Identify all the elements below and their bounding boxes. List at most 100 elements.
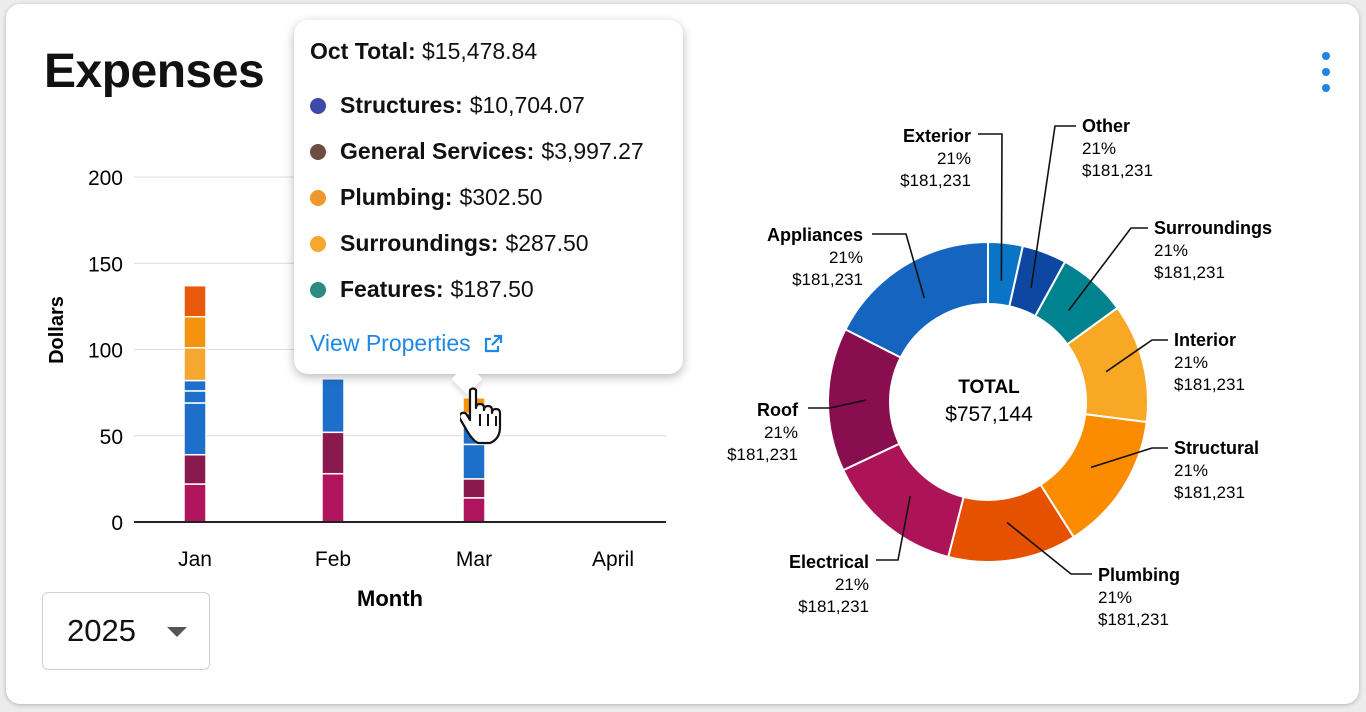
tooltip-heading: Oct Total: $15,478.84 (310, 38, 537, 65)
bar-segment (183, 390, 207, 404)
y-tick-label: 100 (88, 340, 123, 363)
y-tick-label: 150 (88, 253, 123, 276)
bar-segment (183, 483, 207, 523)
donut-slice-label: Exterior (903, 126, 971, 146)
donut-slice-value: $181,231 (1082, 161, 1153, 180)
donut-leader-line (1068, 227, 1148, 311)
bar-segment (183, 453, 207, 485)
tooltip-heading-value: $15,478.84 (422, 38, 538, 64)
bar-segment (183, 402, 207, 456)
tooltip-row-label: Surroundings: (340, 230, 499, 256)
hand-cursor-icon (460, 387, 502, 445)
donut-slice-value: $181,231 (792, 270, 863, 289)
kebab-dot (1322, 52, 1330, 60)
bar-segment (321, 472, 345, 523)
view-properties-label: View Properties (310, 330, 471, 356)
donut-slice-percent: 21% (835, 575, 869, 594)
donut-chart (827, 240, 1150, 563)
bar-segment (183, 315, 207, 349)
donut-center-value: $757,144 (945, 403, 1033, 426)
tooltip-row-label: General Services: (340, 138, 535, 164)
bar-segment (462, 497, 486, 523)
legend-dot (310, 281, 326, 298)
more-options-icon[interactable] (1314, 52, 1338, 92)
donut-center-label: TOTAL (958, 377, 1020, 398)
donut-labels: Exterior 21% $181,231 Other 21% $181,231 Surro… (727, 116, 1272, 629)
tooltip-row-value: $302.50 (459, 184, 543, 210)
bar-segment (183, 347, 207, 382)
donut-slice-label: Roof (757, 400, 799, 420)
bar-segment (462, 478, 486, 499)
tooltip-row-value: $287.50 (505, 230, 589, 256)
y-tick-label: 50 (100, 426, 123, 449)
month-tooltip: Oct Total: $15,478.84 Structures: $10,70… (294, 20, 683, 395)
bar-chart-stacks (183, 284, 486, 523)
bar-chart-axis: 0 50 100 150 200 Jan Feb Mar April (88, 167, 666, 571)
donut-slice-label: Plumbing (1098, 565, 1180, 585)
chevron-down-icon (167, 627, 187, 637)
y-axis-label: Dollars (46, 296, 68, 364)
donut-leader-line (872, 233, 926, 299)
y-tick-label: 0 (111, 512, 123, 535)
legend-dot (310, 143, 326, 160)
external-link-icon (484, 334, 502, 352)
donut-leader-line (1105, 339, 1168, 373)
bar-segment (183, 379, 207, 392)
donut-slice-label: Appliances (767, 225, 863, 245)
donut-slice-percent: 21% (1082, 139, 1116, 158)
tooltip-heading-label: Oct Total: (310, 38, 416, 64)
tooltip-row-label: Features: (340, 276, 444, 302)
kebab-dot (1322, 84, 1330, 92)
donut-slice-label: Surroundings (1154, 218, 1272, 238)
tooltip-row-value: $187.50 (450, 276, 534, 302)
tooltip-row-label: Structures: (340, 92, 463, 118)
kebab-dot (1322, 68, 1330, 76)
tooltip-row: Features: $187.50 (310, 276, 534, 303)
view-properties-link[interactable]: View Properties (310, 330, 503, 357)
donut-slice-percent: 21% (937, 149, 971, 168)
donut-slice-percent: 21% (1174, 353, 1208, 372)
donut-slice-percent: 21% (1098, 588, 1132, 607)
y-tick-label: 200 (88, 167, 123, 190)
bar-segment (183, 284, 207, 318)
x-axis-label: Month (357, 586, 423, 611)
tooltip-row-value: $10,704.07 (469, 92, 585, 118)
tooltip-row: Structures: $10,704.07 (310, 92, 585, 119)
donut-slice-value: $181,231 (1098, 610, 1169, 629)
donut-leader-line (1090, 447, 1168, 469)
donut-slice-value: $181,231 (1174, 483, 1245, 502)
donut-slice-value: $181,231 (1174, 375, 1245, 394)
donut-slice-value: $181,231 (798, 597, 869, 616)
donut-slice-label: Interior (1174, 330, 1236, 350)
tooltip-row: Plumbing: $302.50 (310, 184, 543, 211)
donut-slice-label: Other (1082, 116, 1130, 136)
page-title: Expenses (44, 45, 265, 98)
bar-segment (321, 431, 345, 475)
x-tick-label: Jan (178, 548, 212, 571)
donut-slice-value: $181,231 (727, 445, 798, 464)
donut-leader-line (1006, 521, 1092, 575)
tooltip-row: General Services: $3,997.27 (310, 138, 644, 165)
donut-slice-value: $181,231 (900, 171, 971, 190)
donut-slice-value: $181,231 (1154, 263, 1225, 282)
x-tick-label: Feb (315, 548, 351, 571)
tooltip-row-label: Plumbing: (340, 184, 453, 210)
donut-slice-percent: 21% (764, 423, 798, 442)
bar-segment (321, 378, 345, 434)
donut-slice-label: Structural (1174, 438, 1259, 458)
legend-dot (310, 97, 326, 114)
donut-slice (844, 240, 989, 359)
donut-slice-label: Electrical (789, 552, 869, 572)
donut-leader-line (876, 495, 912, 561)
x-tick-label: Mar (456, 548, 492, 571)
donut-slice-percent: 21% (829, 248, 863, 267)
x-tick-label: April (592, 548, 634, 571)
year-select[interactable]: 2025 (42, 592, 210, 670)
tooltip-row: Surroundings: $287.50 (310, 230, 589, 257)
donut-leader-line (808, 399, 867, 409)
donut-slice-percent: 21% (1174, 461, 1208, 480)
legend-dot (310, 235, 326, 252)
donut-leader-line (1030, 125, 1076, 288)
donut-leader-line (978, 133, 1003, 281)
